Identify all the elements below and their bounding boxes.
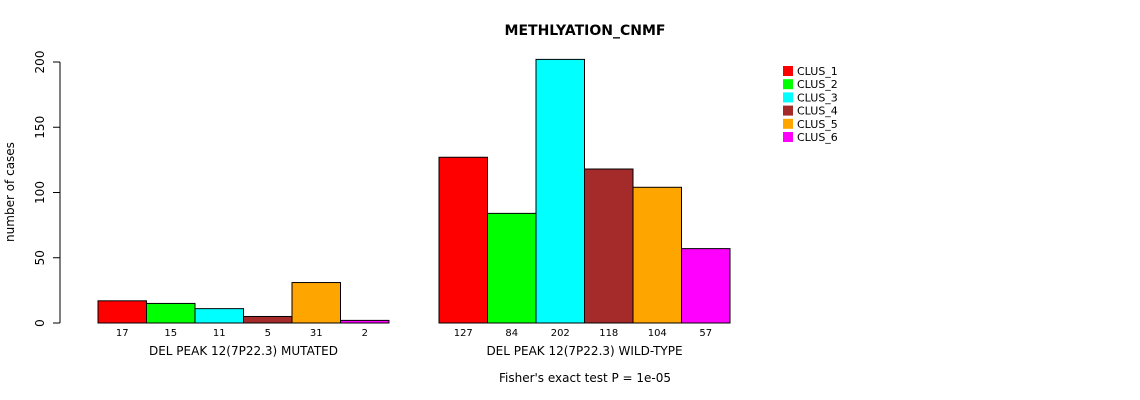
legend-label: CLUS_1 [797,65,838,78]
bar-count-label: 57 [699,328,712,339]
bar-clus-3 [535,58,585,324]
legend-swatch [783,132,793,142]
bar-clus-5 [291,282,341,324]
bar-count-label: 104 [648,328,667,339]
y-tick-label: 200 [33,51,47,74]
chart-title: METHLYATION_CNMF [505,23,666,39]
legend-swatch [783,105,793,116]
y-tick-label: 50 [33,250,47,265]
bar-count-label: 202 [551,328,570,339]
bar-clus-4 [584,168,634,324]
bar-count-label: 127 [454,328,473,339]
y-axis-label: number of cases [3,142,17,242]
legend-label: CLUS_6 [797,131,838,144]
bar-clus-6 [340,319,390,324]
bar-count-label: 15 [164,328,177,339]
bar-clus-2 [487,212,537,324]
group-label: DEL PEAK 12(7P22.3) WILD-TYPE [486,344,682,358]
bars: 17 15 11 5 31 2 DEL PEAK 12(7P22.3) MUTATED 127… [97,58,731,358]
bar-count-label: 31 [310,328,323,339]
bar-clus-6 [681,248,731,324]
y-axis: 0 50 100 150 200 [33,51,61,327]
legend-swatch [783,66,793,76]
legend-swatch [783,92,793,103]
bar-clus-4 [243,315,293,324]
y-tick-label: 0 [33,319,47,327]
bar-clus-3 [194,308,244,324]
bar-count-label: 11 [213,328,226,339]
fisher-test-footnote: Fisher's exact test P = 1e-05 [499,371,671,385]
legend-label: CLUS_3 [797,91,838,104]
bar-count-label: 5 [265,328,271,339]
legend-label: CLUS_2 [797,78,838,91]
bar-count-label: 118 [599,328,618,339]
bar-count-label: 2 [362,328,368,339]
legend-swatch [783,79,793,90]
y-tick-label: 150 [33,116,47,139]
group-label: DEL PEAK 12(7P22.3) MUTATED [149,344,338,358]
legend-label: CLUS_4 [797,105,838,118]
legend-label: CLUS_5 [797,118,838,131]
bar-count-label: 17 [116,328,129,339]
bar-clus-2 [146,302,196,324]
y-tick-label: 100 [33,181,47,204]
bar-clus-5 [632,186,682,324]
legend-swatch [783,118,793,129]
bar-clus-1 [438,156,488,324]
bar-clus-1 [97,300,147,324]
bar-count-label: 84 [505,328,518,339]
